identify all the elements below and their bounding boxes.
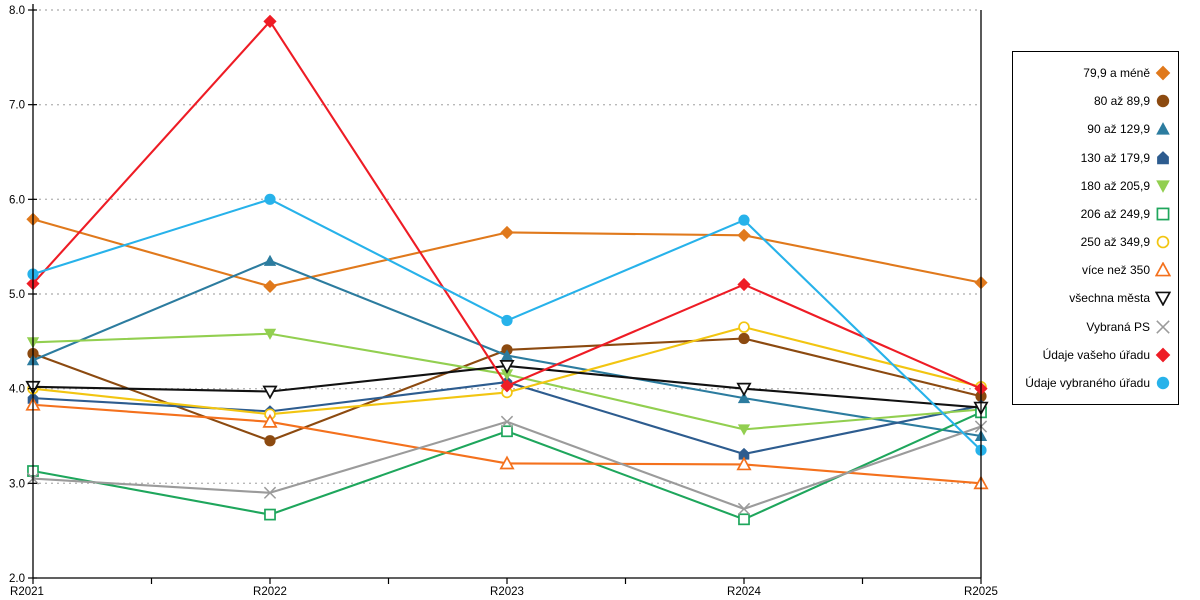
legend-item-label: 79,9 a méně xyxy=(1083,66,1150,80)
legend-item: 206 až 249,9 xyxy=(1013,202,1178,226)
marker-square xyxy=(501,425,513,438)
marker-triangle-up xyxy=(1155,262,1171,277)
legend-circle-icon xyxy=(1156,376,1170,390)
legend-triangle-down-icon xyxy=(1155,291,1171,307)
marker-x xyxy=(737,502,751,516)
marker-circle xyxy=(501,314,513,327)
marker-triangle-down xyxy=(499,360,515,374)
marker-triangle-up xyxy=(737,391,751,404)
legend-item-label: 130 až 179,9 xyxy=(1080,150,1150,165)
marker-circle xyxy=(264,435,276,447)
legend-item: 90 až 129,9 xyxy=(1013,117,1178,141)
legend-item-label: všechna města xyxy=(1069,291,1150,306)
marker-diamond xyxy=(500,225,514,240)
legend-square-icon xyxy=(1156,207,1170,221)
legend-item: 80 až 89,9 xyxy=(1013,89,1178,113)
marker-x xyxy=(1156,319,1170,334)
series-line xyxy=(32,403,982,485)
marker-diamond xyxy=(1155,347,1171,363)
legend-triangle-up-icon xyxy=(1155,262,1171,277)
marker-square xyxy=(264,508,276,521)
marker-triangle-up xyxy=(499,455,515,470)
marker-circle xyxy=(264,193,276,205)
legend-item: Údaje vybraného úřadu xyxy=(1013,371,1178,395)
legend-triangle-up-icon xyxy=(1156,122,1170,135)
x-tick-label: R2024 xyxy=(727,586,761,598)
marker-triangle-up xyxy=(736,456,752,471)
marker-diamond xyxy=(500,379,514,393)
y-tick-label: 6.0 xyxy=(9,194,25,206)
marker-square xyxy=(738,513,750,526)
legend-item-label: Údaje vašeho úřadu xyxy=(1042,347,1150,362)
legend: 79,9 a méně 80 až 89,9 90 až 129,9 130 až 1… xyxy=(1012,51,1179,405)
legend-item: více než 350 xyxy=(1013,258,1178,282)
y-tick-label: 7.0 xyxy=(9,100,25,112)
marker-triangle-down xyxy=(263,328,277,340)
marker-diamond xyxy=(1155,65,1171,81)
y-tick-label: 2.0 xyxy=(9,573,25,585)
marker-circle xyxy=(738,332,750,345)
legend-item-label: 180 až 205,9 xyxy=(1080,178,1150,193)
marker-diamond xyxy=(263,14,277,28)
marker-pentagon xyxy=(738,447,750,460)
marker-triangle-down xyxy=(736,382,752,397)
marker-circle xyxy=(1156,376,1170,390)
marker-diamond xyxy=(737,228,751,242)
series-line xyxy=(32,20,982,390)
marker-triangle-down xyxy=(500,369,514,381)
marker-circle xyxy=(1156,94,1170,108)
legend-item: Údaje vašeho úřadu xyxy=(1013,343,1178,367)
legend-item-label: 250 až 349,9 xyxy=(1080,235,1150,250)
marker-triangle-up xyxy=(1156,122,1170,135)
legend-pentagon-icon xyxy=(1157,150,1169,164)
legend-item-label: 80 až 89,9 xyxy=(1093,94,1150,109)
marker-triangle-down xyxy=(737,424,751,436)
legend-item: 79,9 a méně xyxy=(1013,61,1178,85)
legend-item: všechna města xyxy=(1013,286,1178,310)
marker-triangle-up xyxy=(262,413,278,428)
legend-item: 250 až 349,9 xyxy=(1013,230,1178,254)
marker-pentagon xyxy=(1157,150,1169,164)
y-tick-label: 4.0 xyxy=(9,384,25,396)
legend-item: Vybraná PS xyxy=(1013,315,1178,339)
y-tick-label: 5.0 xyxy=(9,289,25,301)
legend-triangle-down-icon xyxy=(1156,180,1170,193)
marker-triangle-down xyxy=(262,385,278,400)
marker-circle xyxy=(738,321,750,333)
legend-item: 130 až 179,9 xyxy=(1013,146,1178,170)
x-tick-label: R2022 xyxy=(253,586,287,598)
marker-x xyxy=(263,486,277,499)
legend-diamond-icon xyxy=(1155,347,1171,363)
marker-triangle-up xyxy=(263,254,277,266)
marker-x xyxy=(500,415,514,428)
marker-square xyxy=(1156,207,1170,221)
legend-item-label: Vybraná PS xyxy=(1086,319,1150,334)
marker-triangle-up xyxy=(500,349,514,361)
legend-item-label: 206 až 249,9 xyxy=(1080,206,1150,221)
legend-item-label: 90 až 129,9 xyxy=(1087,122,1150,137)
marker-diamond xyxy=(737,277,751,292)
legend-item-label: více než 350 xyxy=(1081,263,1150,278)
legend-circle-icon xyxy=(1156,94,1170,108)
legend-circle-icon xyxy=(1156,235,1170,249)
y-tick-label: 8.0 xyxy=(9,5,25,17)
legend-diamond-icon xyxy=(1155,65,1171,81)
marker-circle xyxy=(738,214,750,226)
legend-x-icon xyxy=(1156,319,1170,334)
marker-circle xyxy=(1156,235,1170,249)
x-tick-label: R2023 xyxy=(490,586,524,598)
y-tick-label: 3.0 xyxy=(9,478,25,490)
legend-item: 180 až 205,9 xyxy=(1013,174,1178,198)
marker-triangle-down xyxy=(1155,291,1171,307)
x-tick-label: R2021 xyxy=(10,586,44,598)
marker-triangle-down xyxy=(1156,180,1170,193)
x-tick-label: R2025 xyxy=(964,586,998,598)
marker-diamond xyxy=(263,279,277,294)
legend-item-label: Údaje vybraného úřadu xyxy=(1025,375,1150,390)
